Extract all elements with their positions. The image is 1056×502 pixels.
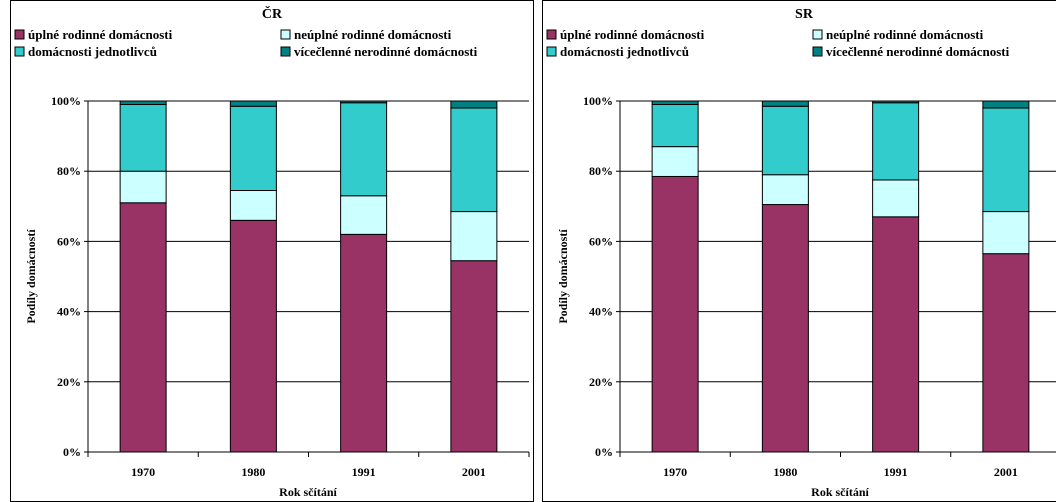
cr-bar-1970-series-2 (119, 104, 167, 172)
cr-xtick-label-2: 1991 (352, 465, 376, 479)
sr-bar-1970-series-3 (651, 100, 699, 106)
sr-ytick-label-2: 40% (589, 305, 613, 319)
sr-bar-1970-series-0 (651, 175, 699, 453)
cr-y-axis-title: Podíly domácností (24, 229, 38, 324)
sr-y-axis-title: Podíly domácností (556, 229, 570, 324)
chart-cr: ČR úplné rodinné domácnosti neúplné rodinn… (14, 5, 530, 499)
sr-bar-1970-series-2 (651, 104, 699, 148)
cr-chart-title: ČR (262, 5, 283, 22)
sr-bar-1980-series-2 (761, 105, 809, 176)
sr-xtick-label-2: 1991 (884, 465, 908, 479)
sr-ytick-label-1: 20% (589, 375, 613, 389)
chart-panel-sr: SR úplné rodinné domácnosti neúplné rodinn… (542, 0, 1056, 502)
sr-legend-swatch-0 (546, 29, 557, 40)
sr-xtick-label-1: 1980 (773, 465, 797, 479)
sr-ytick-label-4: 80% (589, 164, 613, 178)
sr-bar-1991-series-3 (872, 100, 920, 104)
sr-legend-label-1: neúplné rodinné domácnosti (826, 27, 984, 42)
cr-bar-1980-series-1 (229, 190, 277, 221)
cr-xtick-label-1: 1980 (241, 465, 265, 479)
sr-bar-1980-series-3 (761, 100, 809, 107)
cr-bar-1980-series-2 (229, 105, 277, 192)
sr-legend-label-2: domácnosti jednotlivců (560, 44, 689, 59)
sr-bar-2001-series-2 (982, 107, 1030, 213)
cr-bar-1991-series-1 (340, 195, 388, 235)
cr-bar-1991-series-0 (340, 233, 388, 453)
sr-legend-label-3: vícečlenné nerodinné domácnosti (826, 44, 1010, 59)
cr-bar-2001-series-3 (450, 100, 498, 109)
sr-bar-1980-series-1 (761, 174, 809, 206)
chart-sr: SR úplné rodinné domácnosti neúplné rodinn… (546, 7, 1056, 499)
cr-bar-2001-series-1 (450, 211, 498, 262)
cr-bar-1991-series-2 (340, 102, 388, 197)
cr-bar-1970-series-1 (119, 170, 167, 204)
cr-bar-2001-series-0 (450, 260, 498, 453)
sr-ytick-label-3: 60% (589, 234, 613, 248)
cr-legend-swatch-1 (280, 29, 291, 40)
cr-bar-1991-series-3 (340, 100, 388, 104)
cr-x-axis-title: Rok sčítání (279, 485, 337, 499)
sr-ytick-label-0: 0% (595, 445, 613, 459)
cr-ytick-label-1: 20% (57, 375, 81, 389)
sr-bar-2001-series-1 (982, 211, 1030, 255)
cr-bar-1980-series-3 (229, 100, 277, 107)
sr-ytick-label-5: 100% (583, 94, 613, 108)
cr-ytick-label-5: 100% (51, 94, 81, 108)
sr-xtick-label-0: 1970 (663, 465, 687, 479)
cr-bar-1970-series-0 (119, 202, 167, 453)
cr-xtick-label-0: 1970 (131, 465, 155, 479)
cr-ytick-label-0: 0% (63, 445, 81, 459)
cr-legend-label-2: domácnosti jednotlivců (28, 44, 157, 59)
cr-legend-swatch-2 (14, 46, 25, 57)
cr-ytick-label-4: 80% (57, 164, 81, 178)
sr-bar-1991-series-2 (872, 102, 920, 181)
sr-bar-2001-series-0 (982, 253, 1030, 453)
cr-ytick-label-3: 60% (57, 234, 81, 248)
sr-chart-title: SR (795, 7, 814, 22)
sr-legend-label-0: úplné rodinné domácnosti (560, 27, 705, 42)
cr-legend-swatch-0 (14, 29, 25, 40)
cr-xtick-label-3: 2001 (462, 465, 486, 479)
cr-bar-1970-series-3 (119, 100, 167, 106)
cr-legend-swatch-3 (280, 46, 291, 57)
cr-legend-label-3: vícečlenné nerodinné domácnosti (294, 44, 478, 59)
sr-bar-2001-series-3 (982, 100, 1030, 109)
sr-legend-swatch-2 (546, 46, 557, 57)
chart-panel-cr: ČR úplné rodinné domácnosti neúplné rodinn… (10, 0, 534, 502)
sr-legend-swatch-3 (812, 46, 823, 57)
cr-legend-label-0: úplné rodinné domácnosti (28, 27, 173, 42)
sr-bar-1970-series-1 (651, 146, 699, 177)
cr-bar-1980-series-0 (229, 219, 277, 453)
cr-ytick-label-2: 40% (57, 305, 81, 319)
sr-legend-swatch-1 (812, 29, 823, 40)
sr-bar-1991-series-0 (872, 216, 920, 453)
sr-bar-1991-series-1 (872, 179, 920, 218)
cr-bar-2001-series-2 (450, 107, 498, 213)
sr-x-axis-title: Rok sčítání (811, 485, 869, 499)
cr-legend-label-1: neúplné rodinné domácnosti (294, 27, 452, 42)
sr-xtick-label-3: 2001 (994, 465, 1018, 479)
sr-bar-1980-series-0 (761, 204, 809, 453)
